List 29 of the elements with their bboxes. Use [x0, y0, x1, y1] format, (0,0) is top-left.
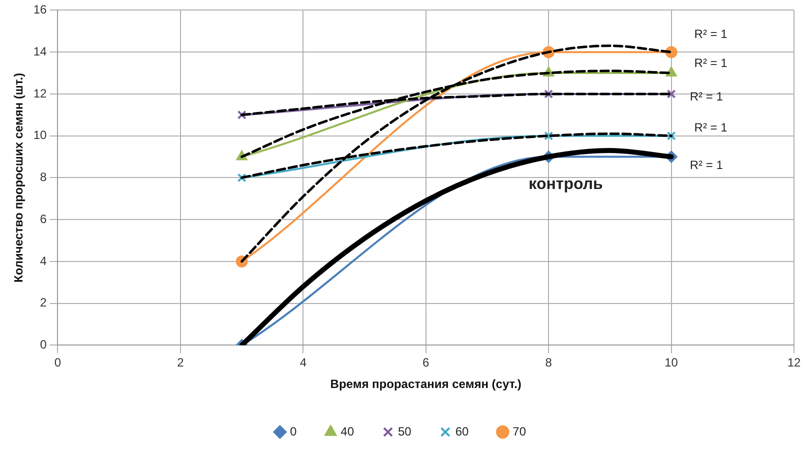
annotation: R² = 1 [694, 56, 728, 70]
legend-label: 0 [290, 424, 297, 438]
y-tick-label: 8 [40, 170, 48, 184]
legend-label: 60 [455, 424, 470, 438]
y-tick-label: 10 [33, 128, 48, 142]
x-tick-label: 6 [422, 356, 430, 370]
legend-label: 40 [340, 424, 354, 438]
annotation: R² = 1 [690, 90, 724, 104]
annotation: R² = 1 [694, 120, 728, 134]
y-tick-label: 14 [33, 44, 48, 58]
y-tick-label: 16 [33, 2, 48, 17]
x-tick-label: 0 [54, 356, 62, 370]
annotation: R² = 1 [694, 26, 728, 41]
legend-label: 70 [512, 424, 526, 438]
x-tick-label: 12 [787, 356, 801, 370]
y-tick-label: 4 [40, 254, 48, 268]
annotation: контроль [528, 176, 604, 193]
y-axis-title: Количество проросших семян (шт.) [12, 72, 26, 282]
y-tick-label: 2 [40, 296, 48, 310]
y-tick-label: 0 [40, 338, 48, 352]
annotation: R² = 1 [690, 158, 724, 172]
y-tick-label: 6 [40, 212, 48, 226]
legend-label: 50 [398, 424, 412, 438]
x-tick-label: 10 [664, 356, 678, 370]
x-tick-label: 4 [300, 356, 307, 370]
x-tick-label: 8 [545, 356, 552, 370]
x-tick-label: 2 [177, 356, 184, 370]
y-tick-label: 12 [33, 86, 48, 100]
x-axis-title: Время прорастания семян (сут.) [330, 377, 522, 392]
